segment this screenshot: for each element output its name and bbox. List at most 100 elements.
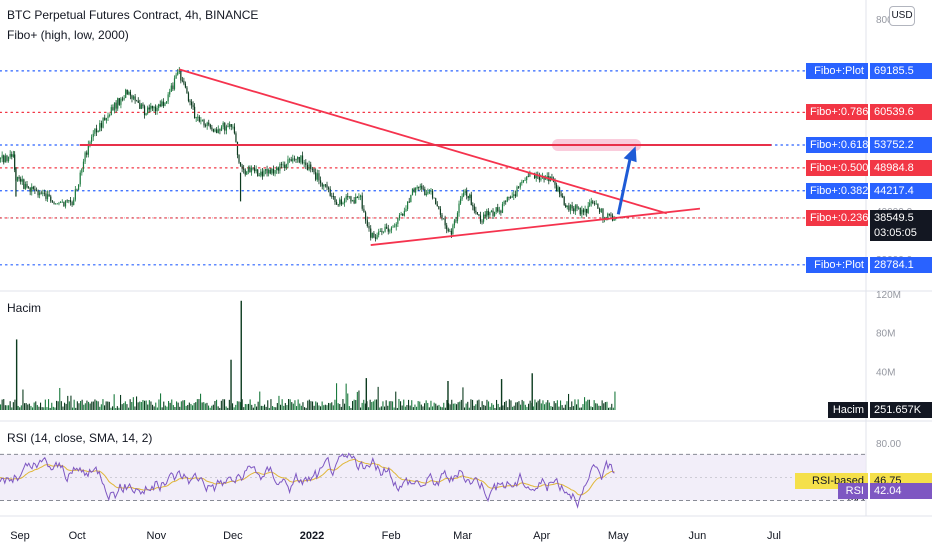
volume-bar [72,407,74,410]
candle-body [134,96,136,101]
volume-bar [368,407,370,410]
candle-body [180,69,182,81]
candle-body [514,194,516,197]
volume-bar [67,395,69,410]
volume-bar [155,402,157,410]
candle-body [112,107,114,111]
volume-bar [409,405,411,410]
candle-body [92,133,94,138]
candle-body [552,180,555,182]
candle-body [381,230,383,233]
candle-body [95,128,98,133]
fibo-level-name-label: Fibo+:0.500 [806,159,868,176]
candle-body [186,87,188,94]
candle-body [348,196,350,198]
candle-body [590,201,592,203]
volume-bar [184,400,186,410]
candle-body [407,201,409,210]
candle-body [505,201,507,203]
volume-bar [174,406,176,410]
volume-bar [372,401,374,410]
trend-line [370,207,701,246]
volume-bar [251,404,253,410]
time-axis-label: Jul [767,530,781,542]
candle-body [18,176,20,179]
volume-bar [484,405,486,410]
volume-bar [163,401,165,410]
candle-body [82,161,85,169]
candle-body [263,170,265,177]
candle-body [387,228,389,232]
candle-body [172,85,174,90]
candle-body [284,164,286,169]
candle-body [571,205,573,209]
volume-bar [601,400,603,410]
candle-body [529,172,531,177]
candle-body [378,231,380,235]
volume-bar [8,405,10,410]
currency-button[interactable]: USD [889,6,915,26]
candle-body [11,154,13,157]
candle-body [224,122,226,131]
candle-body [269,169,271,174]
candle-body [23,179,25,189]
candle-body [459,198,462,204]
volume-bar [270,399,272,410]
volume-bar [20,405,22,410]
fibo-level-name-label: Fibo+:0.618 [806,136,868,153]
candle-body [495,207,497,212]
fibo-level-name-label: Fibo+:Plot [806,256,868,273]
volume-bar [508,399,510,410]
candle-body [181,80,183,82]
volume-bar [380,406,382,410]
candle-body [246,171,248,175]
volume-bar [328,402,330,410]
volume-bar [344,403,346,410]
volume-bar [265,406,267,410]
volume-bar [64,402,66,410]
fibo-level-value-label: 48984.8 [870,159,932,176]
candle-body [187,93,190,101]
candle-body [492,210,494,216]
candle-body [271,168,273,174]
candle-body [71,202,73,206]
candle-body [323,184,325,187]
volume-bar [579,407,581,410]
candle-body [201,119,204,121]
volume-bar [612,407,614,410]
volume-bar [32,407,34,410]
fibo-level-value-label: 44217.4 [870,182,932,199]
volume-bar [243,407,245,410]
volume-bar [457,402,459,410]
volume-bar [140,402,142,410]
volume-bar [276,403,278,410]
volume-spike [531,373,533,410]
candle-body [91,137,93,142]
volume-bar [390,401,392,410]
volume-bar [516,402,518,410]
volume-bar [456,404,458,410]
volume-bar [420,404,422,410]
candle-body [584,208,586,213]
volume-bar [112,406,114,410]
volume-bar [14,399,16,410]
fibo-level-value-label: 28784.1 [870,256,932,273]
volume-bar [126,404,128,410]
volume-bar [19,407,21,410]
volume-bar [596,403,598,410]
volume-bar [180,401,182,410]
volume-bar [278,395,280,410]
volume-bar [475,404,477,410]
volume-bar [404,406,406,410]
candle-body [347,196,349,198]
candle-body [0,158,2,160]
volume-bar [424,403,426,410]
volume-bar [249,399,251,410]
candle-body [9,154,11,157]
volume-bar [443,402,445,410]
candle-body [153,106,155,109]
candle-body [229,124,231,127]
volume-bar [560,400,562,410]
volume-bar [148,400,150,410]
